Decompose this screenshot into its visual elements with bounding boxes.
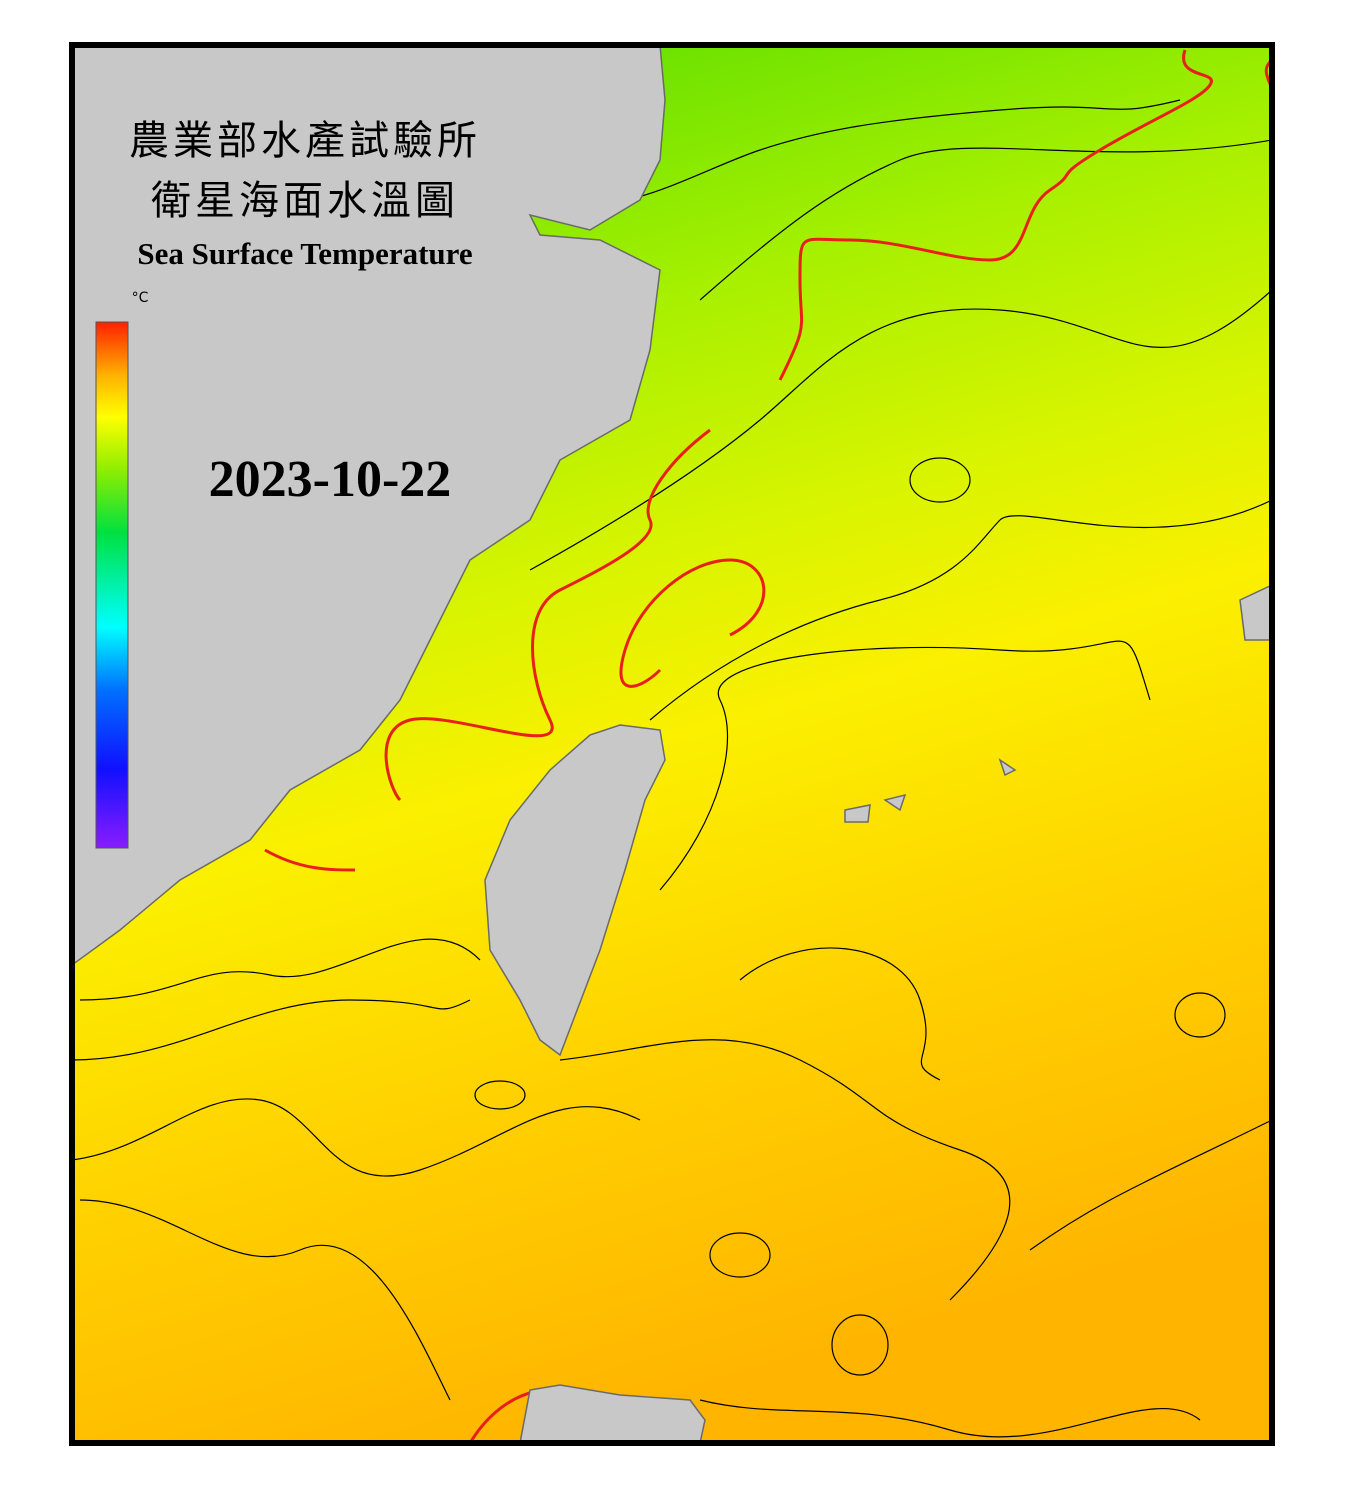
contour-line [79, 938, 481, 1001]
map-area [72, 45, 1272, 1443]
contour-line [709, 1232, 771, 1278]
contour-line [909, 457, 971, 503]
land [72, 45, 1272, 1443]
luzon [519, 1384, 706, 1443]
contour-line [1174, 992, 1226, 1038]
contour-line [1029, 1119, 1272, 1251]
colorbar-unit: °C [132, 290, 149, 306]
contour-line [264, 848, 356, 872]
contour-line [79, 1199, 451, 1401]
contour-line [619, 558, 766, 688]
island [844, 804, 871, 823]
colorbar [95, 321, 129, 849]
map-frame [69, 42, 1275, 1446]
contour-line [72, 999, 471, 1061]
contour-line [559, 99, 1181, 206]
island [883, 793, 907, 812]
contour-line [831, 1314, 889, 1376]
china-coast [72, 45, 666, 966]
title-zh: 農業部水產試驗所 [129, 118, 481, 163]
contour-line [559, 1039, 1011, 1301]
title-zh: 衛星海面水溫圖 [151, 178, 459, 223]
island [1239, 584, 1272, 641]
contour-line [529, 289, 1272, 571]
island [998, 758, 1017, 777]
contour-25 [264, 49, 1272, 1443]
contour-line [778, 49, 1213, 381]
contour-line [384, 428, 711, 802]
contour-line [72, 1098, 641, 1177]
contour-line [699, 1399, 1201, 1438]
contour-line [649, 499, 1272, 721]
contour-line [659, 640, 1151, 891]
taiwan [484, 724, 666, 1057]
contours [72, 99, 1272, 1438]
date: 2023-10-22 [209, 451, 452, 508]
title-en: Sea Surface Temperature [137, 236, 472, 271]
contour-line [699, 139, 1272, 301]
contour-line [474, 1080, 526, 1110]
contour-line [739, 947, 941, 1081]
